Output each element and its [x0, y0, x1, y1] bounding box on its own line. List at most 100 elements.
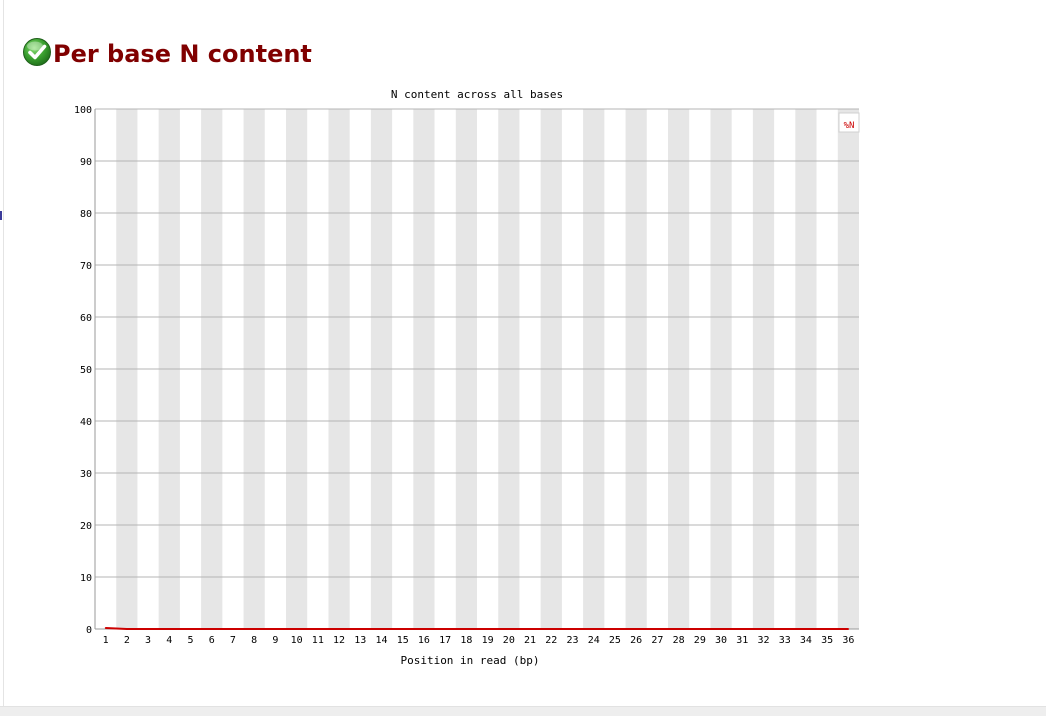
y-tick-label: 80 — [80, 209, 92, 220]
series-line-percent-n — [105, 626, 849, 630]
data-point — [486, 628, 489, 630]
y-tick-label: 30 — [80, 469, 92, 480]
x-tick-label: 7 — [230, 635, 236, 646]
data-point — [720, 628, 722, 630]
data-point — [444, 628, 446, 630]
data-point — [635, 628, 637, 630]
footer-bar — [0, 706, 1046, 716]
data-point — [783, 628, 786, 630]
data-point — [317, 628, 319, 630]
y-tick-label: 50 — [80, 365, 92, 376]
module-title: Per base N content — [53, 40, 312, 68]
y-tick-label: 0 — [86, 625, 92, 636]
x-tick-label: 16 — [418, 635, 430, 646]
data-point — [677, 628, 680, 630]
x-tick-label: 26 — [630, 635, 642, 646]
data-point — [147, 628, 149, 630]
x-tick-label: 1 — [103, 635, 109, 646]
data-point — [805, 628, 807, 630]
module-header: Per base N content — [22, 32, 312, 72]
x-tick-label: 20 — [503, 635, 515, 646]
legend-label-percent-n: %N — [844, 121, 855, 131]
sidebar-divider — [3, 0, 4, 706]
x-tick-label: 33 — [779, 635, 791, 646]
data-point — [699, 628, 701, 630]
x-tick-label: 36 — [842, 635, 854, 646]
data-point — [592, 628, 595, 630]
data-point — [380, 628, 383, 630]
data-point — [826, 628, 828, 630]
x-tick-label: 12 — [333, 635, 345, 646]
x-tick-label: 6 — [209, 635, 215, 646]
x-tick-label: 9 — [272, 635, 278, 646]
data-point — [614, 628, 616, 630]
y-tick-label: 60 — [80, 313, 92, 324]
y-tick-label: 90 — [80, 157, 92, 168]
x-tick-label: 11 — [312, 635, 324, 646]
data-point — [423, 628, 425, 630]
x-tick-label: 32 — [757, 635, 769, 646]
y-tick-label: 100 — [74, 105, 92, 116]
data-point — [189, 628, 192, 630]
data-point — [210, 628, 213, 630]
y-tick-label: 70 — [80, 261, 92, 272]
x-tick-label: 23 — [566, 635, 578, 646]
data-point — [656, 628, 659, 630]
data-point — [274, 628, 277, 630]
x-tick-label: 27 — [651, 635, 663, 646]
n-content-chart: 0 10 20 30 40 50 60 70 80 90 100 1 2 3 4 5 6 7 8 9 10 11 12 13… — [0, 80, 1046, 680]
data-point — [571, 628, 574, 630]
data-point — [126, 628, 128, 630]
data-point — [847, 628, 850, 630]
x-tick-label: 30 — [715, 635, 727, 646]
data-point — [465, 628, 468, 630]
data-point — [295, 628, 298, 630]
y-tick-label: 20 — [80, 521, 92, 532]
data-point — [338, 628, 340, 630]
data-point — [529, 628, 531, 630]
x-tick-label: 35 — [821, 635, 833, 646]
data-point — [550, 628, 553, 630]
x-tick-label: 31 — [736, 635, 748, 646]
data-point — [168, 628, 171, 630]
x-tick-label: 21 — [524, 635, 536, 646]
data-point — [232, 628, 234, 630]
data-point — [508, 628, 510, 630]
chart-title: N content across all bases — [391, 88, 563, 101]
x-tick-label: 22 — [545, 635, 557, 646]
x-tick-layer: 1 2 3 4 5 6 7 8 9 10 11 12 13 14 15 16 17 18 19 20 21 22 23 24 2… — [103, 635, 855, 646]
x-tick-label: 3 — [145, 635, 151, 646]
data-point — [104, 627, 107, 629]
x-tick-label: 10 — [291, 635, 303, 646]
check-circle-icon — [22, 37, 52, 67]
x-tick-label: 19 — [482, 635, 494, 646]
sidebar-edge-mark — [0, 211, 2, 220]
y-tick-label: 10 — [80, 573, 92, 584]
legend-box — [838, 112, 860, 133]
y-tick-layer: 0 10 20 30 40 50 60 70 80 90 100 — [74, 105, 92, 636]
x-tick-label: 13 — [354, 635, 366, 646]
x-tick-label: 4 — [166, 635, 172, 646]
grid-layer — [95, 108, 859, 630]
x-tick-label: 8 — [251, 635, 257, 646]
x-axis-label: Position in read (bp) — [400, 654, 539, 667]
x-tick-label: 14 — [375, 635, 387, 646]
x-tick-label: 34 — [800, 635, 812, 646]
legend: %N — [838, 112, 860, 133]
x-tick-label: 28 — [673, 635, 685, 646]
data-point — [741, 628, 744, 630]
x-tick-label: 29 — [694, 635, 706, 646]
x-tick-label: 17 — [439, 635, 451, 646]
x-tick-label: 25 — [609, 635, 621, 646]
x-tick-label: 18 — [460, 635, 472, 646]
y-tick-label: 40 — [80, 417, 92, 428]
series-layer — [104, 626, 850, 630]
data-point — [359, 628, 362, 630]
x-tick-label: 5 — [187, 635, 193, 646]
x-tick-label: 2 — [124, 635, 130, 646]
data-point — [401, 628, 404, 630]
x-tick-label: 24 — [588, 635, 600, 646]
data-point — [253, 628, 255, 630]
